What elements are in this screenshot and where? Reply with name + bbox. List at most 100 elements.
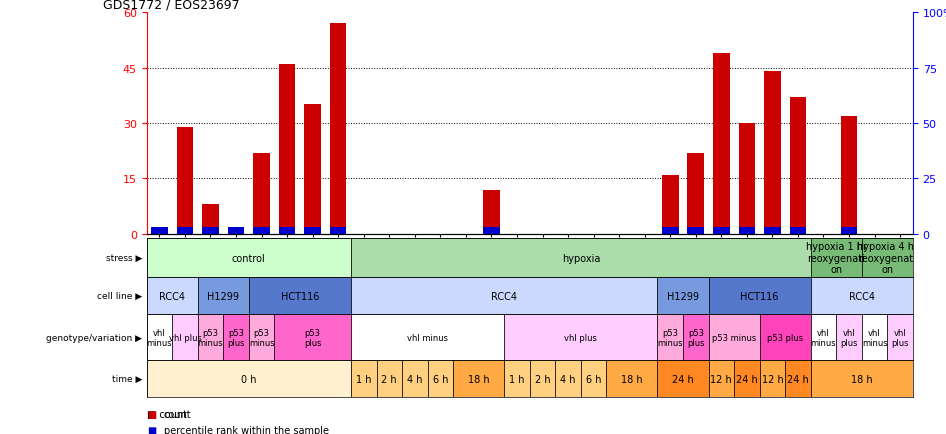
Text: 4 h: 4 h [560,374,576,384]
Text: 2 h: 2 h [534,374,551,384]
Text: cell line ▶: cell line ▶ [96,292,142,301]
Bar [662,175,678,234]
Bar [228,227,244,234]
Text: stress ▶: stress ▶ [106,254,142,263]
Text: 12 h: 12 h [710,374,732,384]
Text: 12 h: 12 h [762,374,783,384]
Bar [581,360,606,397]
Text: p53
minus: p53 minus [249,328,274,347]
Bar [811,360,913,397]
Text: H1299: H1299 [207,291,239,301]
Text: vhl plus: vhl plus [565,333,597,342]
Bar [662,227,678,234]
Bar [504,315,657,360]
Text: control: control [232,253,266,263]
Bar [683,315,709,360]
Text: 1 h: 1 h [356,374,372,384]
Bar [330,24,346,234]
Bar [764,227,780,234]
Text: p53
minus: p53 minus [198,328,223,347]
Text: hypoxia 1 hr
reoxygenati
on: hypoxia 1 hr reoxygenati on [806,242,867,275]
Text: 24 h: 24 h [787,374,809,384]
Text: p53
plus: p53 plus [304,328,322,347]
Text: 6 h: 6 h [432,374,448,384]
Text: p53 plus: p53 plus [767,333,803,342]
Text: H1299: H1299 [667,291,699,301]
Bar [734,360,760,397]
Bar [279,227,295,234]
Text: GDS1772 / EOS23697: GDS1772 / EOS23697 [102,0,239,12]
Bar [351,278,657,315]
Bar [841,116,857,234]
Bar [764,72,780,234]
Text: genotype/variation ▶: genotype/variation ▶ [46,333,142,342]
Bar [862,239,913,278]
Bar [760,360,785,397]
Text: ■ count: ■ count [147,410,186,419]
Text: ■: ■ [147,425,156,434]
Text: vhl minus: vhl minus [407,333,448,342]
Bar [177,127,193,234]
Text: 2 h: 2 h [381,374,397,384]
Text: 24 h: 24 h [736,374,758,384]
Text: hypoxia: hypoxia [562,253,600,263]
Text: count: count [164,410,191,419]
Text: time ▶: time ▶ [112,374,142,383]
Bar [147,315,172,360]
Bar [305,227,321,234]
Bar [709,278,811,315]
Bar [330,227,346,234]
Text: vhl
minus: vhl minus [147,328,172,347]
Bar [657,315,683,360]
Bar [351,239,811,278]
Bar [555,360,581,397]
Bar [377,360,402,397]
Bar [811,278,913,315]
Bar [887,315,913,360]
Bar [147,278,198,315]
Text: 0 h: 0 h [241,374,256,384]
Bar [530,360,555,397]
Text: 6 h: 6 h [586,374,602,384]
Bar [483,227,499,234]
Text: vhl
plus: vhl plus [891,328,909,347]
Text: 1 h: 1 h [509,374,525,384]
Bar [811,315,836,360]
Bar [739,227,755,234]
Text: 18 h: 18 h [851,374,872,384]
Bar [811,239,862,278]
Bar [151,227,167,234]
Bar [351,315,504,360]
Text: RCC4: RCC4 [491,291,517,301]
Bar [305,105,321,234]
Bar [709,360,734,397]
Bar [274,315,351,360]
Bar [483,190,499,234]
Text: p53
minus: p53 minus [657,328,683,347]
Bar [351,360,377,397]
Text: p53
plus: p53 plus [687,328,705,347]
Text: p53 minus: p53 minus [712,333,756,342]
Bar [790,227,806,234]
Bar [151,227,167,234]
Text: 4 h: 4 h [407,374,423,384]
Text: RCC4: RCC4 [849,291,875,301]
Bar [202,205,219,234]
Text: vhl
minus: vhl minus [811,328,836,347]
Bar [709,315,760,360]
Bar [862,315,887,360]
Bar [198,315,223,360]
Bar [172,315,198,360]
Bar [739,124,755,234]
Bar [760,315,811,360]
Bar [713,54,729,234]
Bar [428,360,453,397]
Text: RCC4: RCC4 [159,291,185,301]
Bar [223,315,249,360]
Text: vhl
minus: vhl minus [862,328,887,347]
Text: 18 h: 18 h [622,374,642,384]
Bar [836,315,862,360]
Bar [147,239,351,278]
Bar [785,360,811,397]
Bar [279,65,295,234]
